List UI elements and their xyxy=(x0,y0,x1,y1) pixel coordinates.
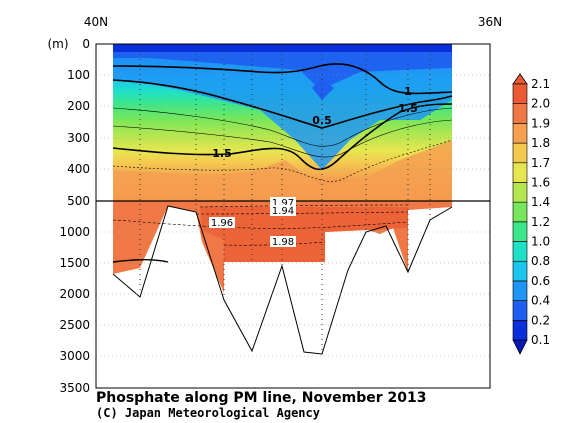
upper-warm-band xyxy=(113,140,452,201)
colorbar-tick-label: 0.8 xyxy=(531,254,550,268)
colorbar-band xyxy=(512,201,528,223)
colorbar: 0.1 0.2 0.4 0.6 0.8 1.0 1.2 1.4 1.6 1.7 1.8 1.9 2.0 2… xyxy=(512,73,550,355)
chart-credit: (C) Japan Meteorological Agency xyxy=(96,406,320,420)
colorbar-tick-label: 1.6 xyxy=(531,175,550,189)
y-tick-label: 100 xyxy=(67,68,90,82)
contour-0.5 xyxy=(112,79,453,129)
colorbar-band xyxy=(512,182,528,203)
contour-label-box xyxy=(270,236,296,247)
colorbar-bottom-arrow xyxy=(512,339,528,355)
contour-label: 1 xyxy=(404,85,412,98)
y-tick-group: 0 100 200 300 400 500 1000 1500 2000 2500 3000 3500 xyxy=(59,37,90,395)
y-tick-label: 2000 xyxy=(59,287,90,301)
colorbar-band xyxy=(512,280,528,301)
colorbar-band xyxy=(512,103,528,124)
chart-title: Phosphate along PM line, November 2013 xyxy=(96,390,427,406)
colorbar-band xyxy=(512,320,528,341)
contour-label: 1.94 xyxy=(272,206,294,217)
colorbar-band xyxy=(512,162,528,183)
low-phosphate-dip xyxy=(113,44,452,170)
very-low-core xyxy=(113,44,452,90)
colorbar-band xyxy=(512,142,528,164)
colorbar-band xyxy=(512,260,528,282)
contour-1 xyxy=(112,63,453,95)
y-tick-label: 3500 xyxy=(59,381,90,395)
y-tick-label: 3000 xyxy=(59,349,90,363)
y-axis-label: (m) xyxy=(47,37,68,51)
contour-label-group: 0.5 1 1.5 1.5 1.971.94 1.96 1.98 xyxy=(209,85,418,248)
station-lines xyxy=(139,44,431,352)
contour-label: 1.5 xyxy=(212,147,232,160)
lower-core xyxy=(200,207,408,262)
colorbar-tick-label: 1.4 xyxy=(531,195,550,209)
contour-thin-1 xyxy=(112,107,453,147)
contour-1.98 xyxy=(223,241,326,246)
bottom-topography xyxy=(112,205,453,355)
y-tick-label: 300 xyxy=(67,131,90,145)
x-label-right: 36N xyxy=(478,15,502,29)
contour-label: 0.5 xyxy=(312,114,332,127)
y-tick-label: 500 xyxy=(67,194,90,208)
contour-label-box xyxy=(270,205,296,216)
deep-blue-eddy xyxy=(312,78,334,100)
y-tick-label: 400 xyxy=(67,162,90,176)
colorbar-tick-label: 1.0 xyxy=(531,235,550,249)
colorbar-band xyxy=(512,221,528,242)
colorbar-top-arrow xyxy=(512,73,528,85)
colorbar-tick-label: 1.9 xyxy=(531,116,550,130)
colorbar-band xyxy=(512,123,528,144)
contour-label-box xyxy=(209,217,235,228)
colorbar-band xyxy=(512,241,528,262)
contour-label: 1.97 xyxy=(272,198,294,209)
contour-1.97 xyxy=(199,204,409,208)
plot-frame xyxy=(95,43,491,389)
y-gridlines xyxy=(96,74,490,357)
colorbar-tick-label: 0.4 xyxy=(531,294,550,308)
y-tick-label: 1000 xyxy=(59,225,90,239)
contour-label: 1.96 xyxy=(211,218,233,229)
contour-1.96 xyxy=(112,219,409,229)
y-tick-label: 0 xyxy=(82,37,90,51)
colorbar-band xyxy=(512,300,528,321)
y-tick-label: 2500 xyxy=(59,318,90,332)
contour-label: 1.98 xyxy=(272,237,294,248)
colorbar-tick-label: 2.1 xyxy=(531,77,550,91)
x-label-left: 40N xyxy=(84,15,108,29)
colorbar-band xyxy=(512,83,528,104)
contour-label: 1.5 xyxy=(398,102,418,115)
colorbar-tick-label: 2.0 xyxy=(531,97,550,111)
colorbar-tick-label: 0.6 xyxy=(531,274,550,288)
contour-1.5 xyxy=(112,103,453,171)
colorbar-tick-label: 1.8 xyxy=(531,136,550,150)
contour-thin-2 xyxy=(112,119,453,158)
colorbar-tick-label: 0.1 xyxy=(531,333,550,347)
colorbar-tick-label: 1.2 xyxy=(531,215,550,229)
colorbar-tick-label: 0.2 xyxy=(531,313,550,327)
y-tick-label: 1500 xyxy=(59,256,90,270)
colorbar-tick-label: 1.7 xyxy=(531,156,550,170)
contour-label-box xyxy=(270,197,296,208)
y-tick-label: 200 xyxy=(67,99,90,113)
minimum-core xyxy=(113,44,452,52)
